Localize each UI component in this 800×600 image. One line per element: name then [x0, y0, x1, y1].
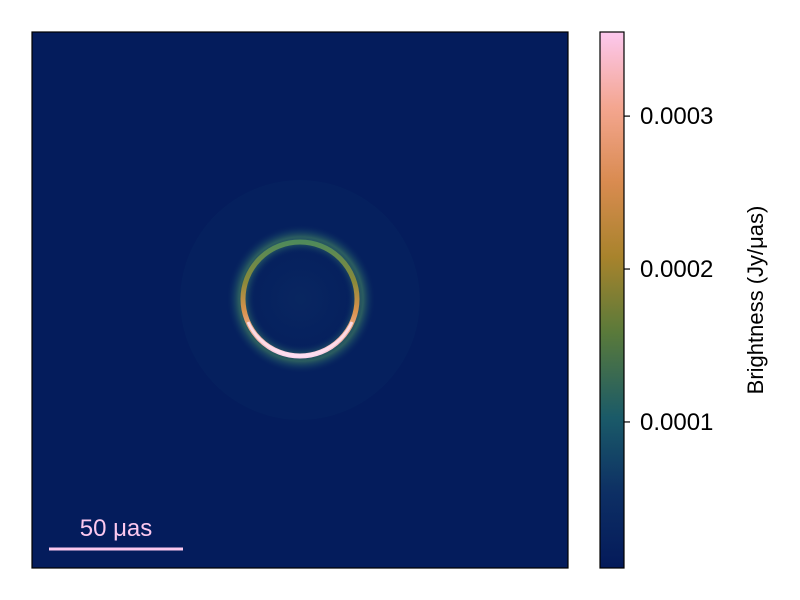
colorbar-frame — [599, 31, 625, 569]
image-frame — [31, 31, 569, 569]
image-panel: 50 μas — [32, 32, 568, 568]
scale-bar-label: 50 μas — [80, 515, 153, 542]
colorbar-tick-label: 0.0002 — [640, 256, 713, 283]
colorbar-label: Brightness (Jy/μas) — [743, 206, 768, 395]
colorbar-gradient — [600, 32, 624, 568]
ring-interior — [248, 247, 352, 351]
scale-bar: 50 μas — [49, 515, 183, 551]
colorbar-tick-label: 0.0001 — [640, 409, 713, 436]
colorbar-tick-label: 0.0003 — [640, 103, 713, 130]
colorbar: 0.0001 0.0002 0.0003 Brightness (Jy/μas) — [599, 31, 768, 569]
ring-peak-arc — [246, 321, 354, 358]
